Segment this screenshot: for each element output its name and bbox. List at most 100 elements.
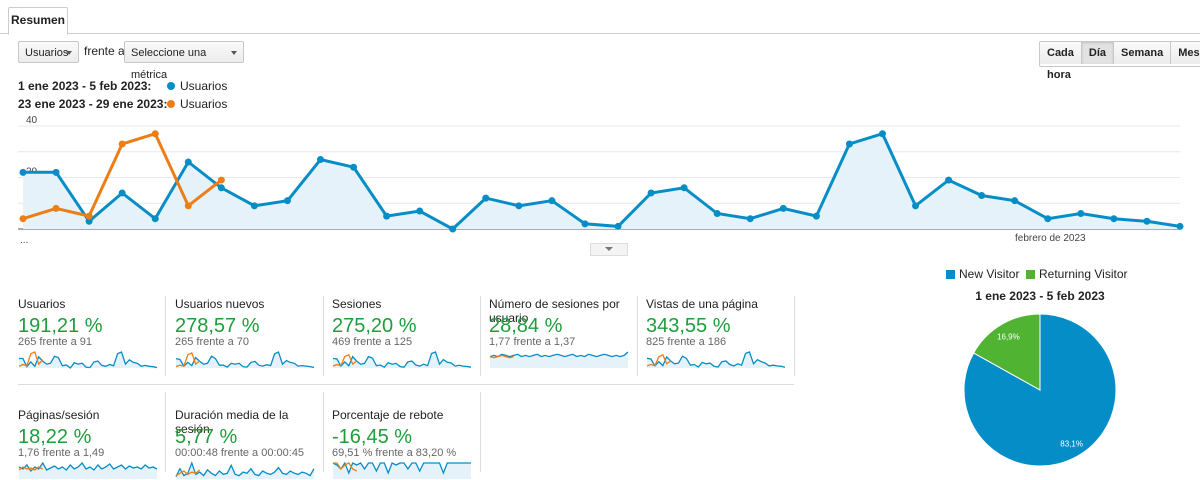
series-primary-point[interactable]: [317, 155, 325, 163]
series-compare-point[interactable]: [52, 204, 60, 212]
y-tick-label: 40: [26, 115, 38, 126]
metric-card[interactable]: Páginas/sesión 18,22 % 1,76 frente a 1,49: [18, 396, 168, 479]
series-primary-point[interactable]: [1077, 210, 1085, 218]
chevron-down-icon: [66, 51, 72, 55]
date-range-primary: 1 ene 2023 - 5 feb 2023:: [18, 79, 152, 93]
metric-sparkline: [646, 351, 786, 368]
sparkline-primary: [332, 461, 471, 475]
series-primary-point[interactable]: [1044, 215, 1052, 223]
sparkline-compare: [646, 353, 672, 367]
metric-sparkline: [18, 461, 158, 479]
series-compare-point[interactable]: [19, 215, 27, 223]
series-primary-point[interactable]: [283, 197, 291, 205]
period-month-button[interactable]: Mes: [1171, 42, 1200, 64]
series-primary-point[interactable]: [746, 215, 754, 223]
sparkline-compare: [18, 351, 44, 367]
metric-card[interactable]: Usuarios nuevos 278,57 % 265 frente a 70: [175, 285, 325, 369]
series-primary-point[interactable]: [1176, 222, 1184, 230]
series-primary-point[interactable]: [647, 189, 655, 197]
period-day-button[interactable]: Día: [1081, 42, 1115, 64]
series-primary-point[interactable]: [845, 140, 853, 148]
metric-sparkline: [175, 461, 315, 479]
series-primary-point[interactable]: [680, 184, 688, 192]
metric-card[interactable]: Porcentaje de rebote -16,45 % 69,51 % fren…: [332, 396, 482, 479]
divider: [165, 296, 166, 376]
sparkline-area: [647, 352, 785, 368]
metric-select-value: Usuarios: [25, 47, 69, 59]
metric-card[interactable]: Usuarios 191,21 % 265 frente a 91: [18, 285, 168, 369]
series-primary-point[interactable]: [217, 184, 225, 192]
metric-select[interactable]: Usuarios: [18, 41, 79, 63]
pie-slice-returning-visitor[interactable]: [972, 313, 1041, 391]
series-primary-point[interactable]: [945, 176, 953, 184]
metric-card[interactable]: Vistas de una página 343,55 % 825 frente a…: [646, 285, 796, 368]
metric-change-percent: 28,84 %: [489, 315, 563, 337]
series-primary-point[interactable]: [581, 220, 589, 228]
series-primary-point[interactable]: [548, 197, 556, 205]
series-primary-point[interactable]: [52, 168, 60, 176]
series-primary-point[interactable]: [1143, 217, 1151, 225]
series-primary-point[interactable]: [250, 202, 258, 210]
series-primary-dot-icon: [167, 82, 175, 90]
series-primary-point[interactable]: [515, 202, 523, 210]
metric-name: Vistas de una página: [646, 297, 758, 311]
metric-change-percent: 18,22 %: [18, 426, 92, 448]
series-primary-point[interactable]: [978, 192, 986, 200]
series-primary-point[interactable]: [184, 158, 192, 166]
series-primary-point[interactable]: [118, 189, 126, 197]
series-primary-point[interactable]: [1110, 215, 1118, 223]
series-primary-point[interactable]: [383, 212, 391, 220]
series-primary-point[interactable]: [85, 217, 93, 225]
sparkline-area: [333, 352, 471, 368]
series-primary-point[interactable]: [614, 222, 622, 230]
series-compare-point[interactable]: [85, 212, 93, 220]
series-primary-point[interactable]: [350, 163, 358, 171]
metric-sparkline: [489, 351, 629, 368]
metric-sparkline: [175, 351, 315, 369]
metric-name: Sesiones: [332, 297, 382, 311]
metric-name: Porcentaje de rebote: [332, 408, 444, 422]
series-compare-point[interactable]: [118, 140, 126, 148]
compare-metric-select[interactable]: Seleccione una métrica: [124, 41, 244, 81]
metric-sparkline: [332, 461, 471, 479]
metric-sparkline: [332, 351, 472, 369]
sparkline-primary: [18, 461, 158, 473]
tab-resumen[interactable]: Resumen: [8, 7, 68, 35]
series-compare-label: Usuarios: [180, 97, 228, 111]
series-primary-point[interactable]: [713, 210, 721, 218]
metric-card[interactable]: Sesiones 275,20 % 469 frente a 125: [332, 285, 482, 369]
pie-legend-new-label: New Visitor: [959, 267, 1020, 281]
metric-name: Páginas/sesión: [18, 408, 100, 422]
series-primary-point[interactable]: [449, 225, 457, 233]
series-primary-point[interactable]: [482, 194, 490, 202]
series-primary-point[interactable]: [1011, 197, 1019, 205]
sparkline-primary: [646, 351, 786, 368]
series-compare-dot-icon: [167, 100, 175, 108]
metric-card[interactable]: Número de sesiones por usuario 28,84 % 1,7…: [489, 285, 639, 368]
series-primary-point[interactable]: [779, 204, 787, 212]
series-compare-point[interactable]: [184, 202, 192, 210]
divider: [480, 296, 481, 376]
sparkline-compare: [332, 353, 358, 367]
period-hourly-button[interactable]: Cada hora: [1040, 42, 1082, 81]
chart-collapse-handle[interactable]: [590, 243, 628, 256]
series-primary-point[interactable]: [19, 168, 27, 176]
series-primary-point[interactable]: [812, 212, 820, 220]
metric-card[interactable]: Duración media de la sesión 5,77 % 00:00:4…: [175, 396, 325, 479]
series-primary-point[interactable]: [151, 215, 159, 223]
metric-comparison: 825 frente a 186: [646, 336, 727, 348]
series-primary-point[interactable]: [912, 202, 920, 210]
metric-change-percent: -16,45 %: [332, 426, 413, 448]
tab-bar: Resumen: [0, 0, 1200, 35]
pie-legend-returning-label: Returning Visitor: [1039, 267, 1128, 281]
divider: [637, 296, 638, 376]
series-compare-point[interactable]: [217, 176, 225, 184]
series-compare-point[interactable]: [151, 130, 159, 138]
series-primary-point[interactable]: [416, 207, 424, 215]
period-buttons: Cada hora Día Semana Mes: [1039, 41, 1200, 81]
series-primary-point[interactable]: [878, 130, 886, 138]
x-start-label: ...: [20, 235, 28, 246]
period-week-button[interactable]: Semana: [1114, 42, 1172, 64]
metric-comparison: 00:00:48 frente a 00:00:45: [175, 447, 305, 459]
new-visitor-swatch-icon: [946, 270, 955, 279]
